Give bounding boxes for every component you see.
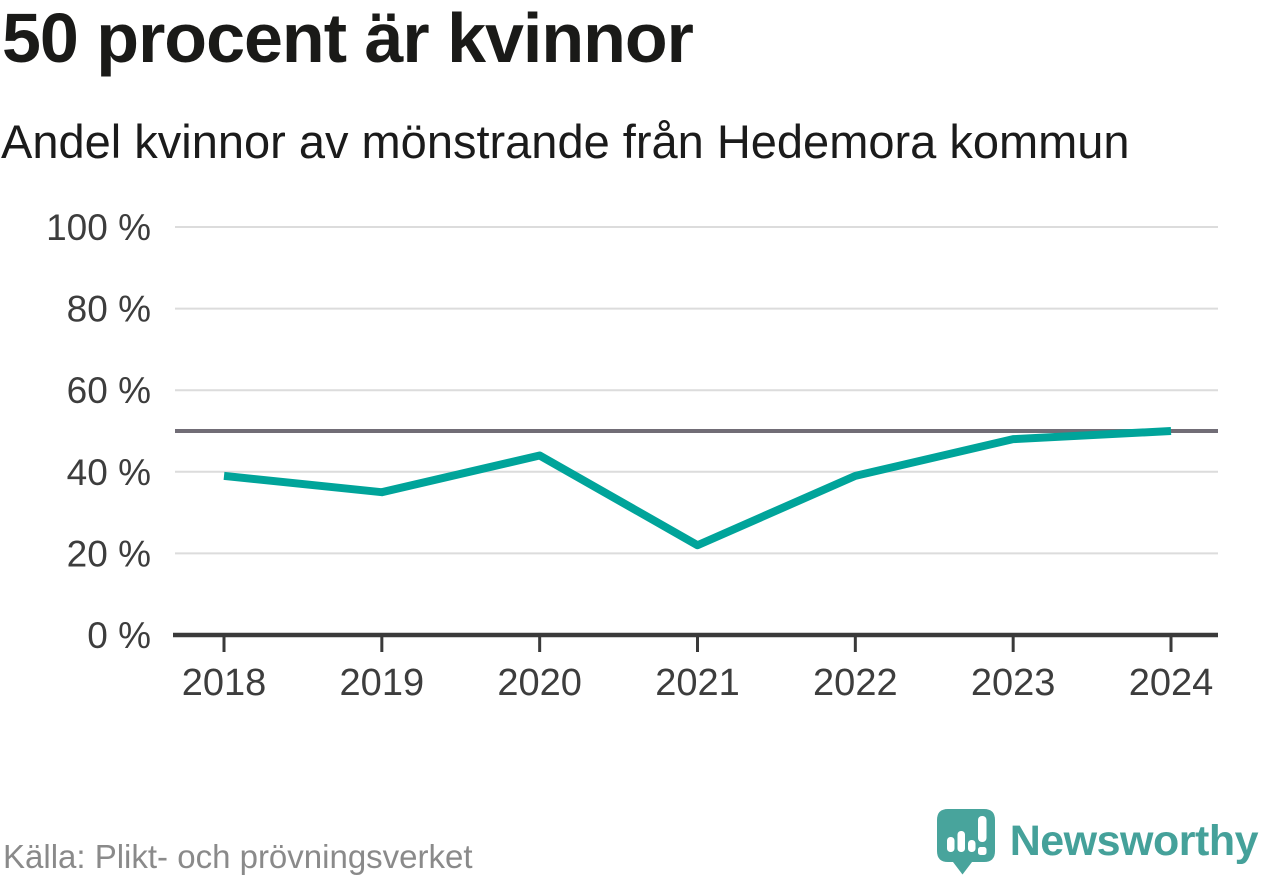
line-chart: 0 % 20 % 40 % 60 % 80 % 100 % 2018 2019 2020 2021… [46,207,1218,704]
y-axis-labels: 0 % 20 % 40 % 60 % 80 % 100 % [46,207,151,656]
newsworthy-icon [936,809,995,875]
svg-text:2024: 2024 [1129,662,1214,704]
exclamation-dot [977,847,987,855]
svg-text:100 %: 100 % [46,207,151,248]
exclamation-bar [977,816,987,842]
svg-text:40 %: 40 % [67,452,151,493]
source-note: Källa: Plikt- och prövningsverket [3,838,473,875]
svg-text:20 %: 20 % [67,533,151,574]
svg-text:2018: 2018 [182,662,267,704]
x-axis-ticks [222,637,1173,652]
x-axis-labels: 2018 2019 2020 2021 2022 2023 2024 [182,662,1214,704]
svg-text:80 %: 80 % [67,289,151,330]
svg-text:0 %: 0 % [87,615,151,656]
bar-chart-glyph [946,816,987,855]
chart-area: 0 % 20 % 40 % 60 % 80 % 100 % 2018 2019 2020 2021… [0,190,1262,710]
y-gridlines [175,226,1218,555]
svg-text:2021: 2021 [655,662,740,704]
data-line [223,427,1172,550]
svg-text:2020: 2020 [497,662,582,704]
svg-text:2022: 2022 [813,662,898,704]
svg-text:2019: 2019 [340,662,425,704]
svg-text:2023: 2023 [971,662,1056,704]
newsworthy-wordmark: Newsworthy [1009,816,1259,865]
newsworthy-logo: Newsworthy [934,806,1259,876]
chart-subtitle: Andel kvinnor av mönstrande från Hedemor… [1,115,1130,168]
svg-text:60 %: 60 % [67,370,151,411]
chart-title: 50 procent är kvinnor [2,0,694,77]
